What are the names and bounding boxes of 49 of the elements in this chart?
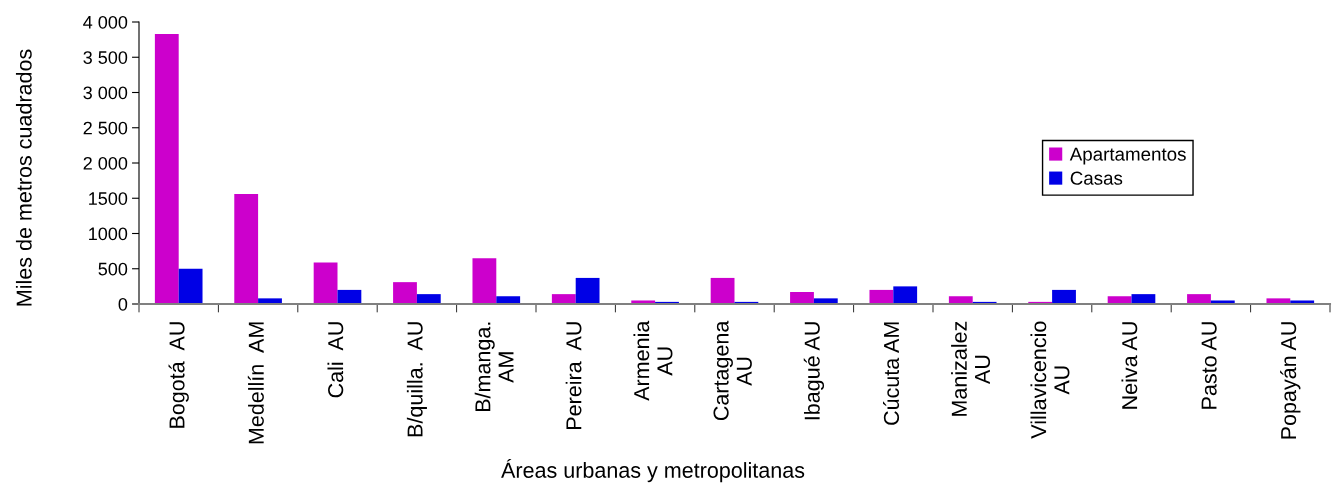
y-tick-label: 0 <box>118 297 128 311</box>
x-tick-label: Cali AU <box>327 322 344 398</box>
x-tick-label: Manizalez AU <box>951 321 991 416</box>
bar <box>472 258 497 304</box>
legend-label: Apartamentos <box>1069 147 1186 165</box>
bar <box>258 298 282 304</box>
x-tick-label: Neiva AU <box>1121 322 1138 409</box>
y-tick-label: 3 500 <box>83 51 128 64</box>
bar <box>869 289 894 304</box>
x-tick-label: Ibagué AU <box>803 322 825 420</box>
bar <box>178 268 203 304</box>
x-tick-label: Popayán AU <box>1280 322 1301 439</box>
y-tick-label: 4 000 <box>83 15 128 29</box>
y-axis-title: Miles de metros cuadrados <box>15 49 32 306</box>
bar <box>790 292 814 304</box>
bar <box>416 294 441 304</box>
bar <box>710 277 735 304</box>
x-axis-title: Áreas urbanas y metropolitanas <box>501 459 805 483</box>
x-tick-label: Pereira AU <box>565 322 582 429</box>
x-tick-label: Medellín AM <box>247 322 264 444</box>
x-tick-label: B/manga. AM <box>474 322 514 412</box>
x-tick-label: Villavicencio AU <box>1030 321 1070 439</box>
x-tick-label: Bogotá AU <box>168 322 189 428</box>
bar <box>1107 296 1132 304</box>
bar <box>1052 289 1076 304</box>
x-tick-label: Armenia AU <box>633 320 673 401</box>
y-tick-label: 3 000 <box>83 86 128 100</box>
x-tick-label: Pasto AU <box>1201 322 1217 409</box>
y-tick-label: 1000 <box>89 227 128 241</box>
bar <box>496 296 521 304</box>
bar <box>893 286 918 304</box>
bar <box>575 277 600 304</box>
y-tick-label: 500 <box>98 262 128 276</box>
x-tick-label: Cartagena AU <box>713 320 752 421</box>
bar <box>813 298 838 304</box>
bar <box>393 282 417 304</box>
bar <box>234 194 259 304</box>
bar <box>948 296 973 304</box>
x-tick-label: B/quilla. AU <box>406 322 427 437</box>
bar <box>1187 294 1211 304</box>
y-tick-label: 1500 <box>89 192 128 205</box>
y-tick-label: 2 500 <box>83 121 128 135</box>
bar <box>551 294 576 304</box>
x-tick-label: Cúcuta AM <box>883 322 900 425</box>
bar <box>313 262 338 304</box>
legend-label: Casas <box>1070 171 1123 185</box>
bar <box>1266 298 1291 304</box>
bar <box>154 33 179 304</box>
y-tick-label: 2 000 <box>83 156 128 170</box>
